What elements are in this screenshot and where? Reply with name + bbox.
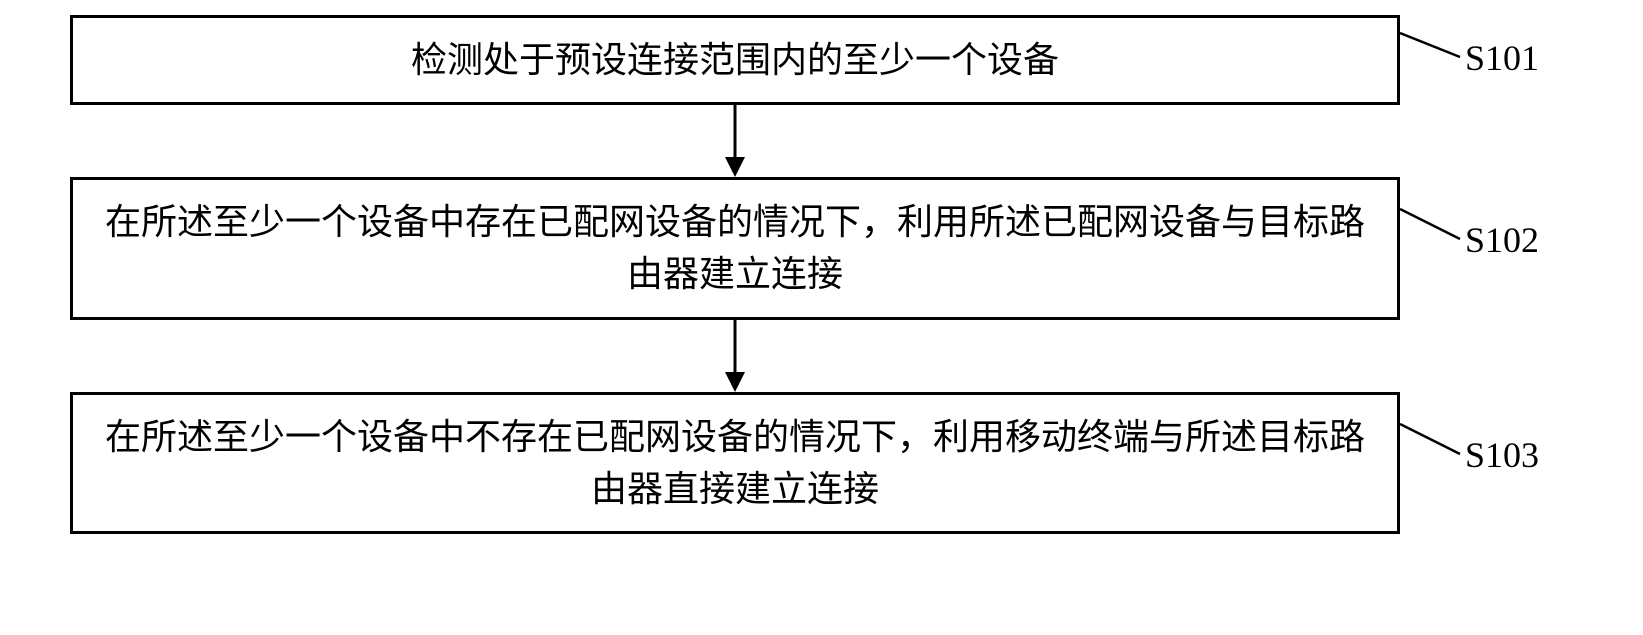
step-text-3: 在所述至少一个设备中不存在已配网设备的情况下，利用移动终端与所述目标路由器直接建… <box>105 417 1365 509</box>
step-text-2: 在所述至少一个设备中存在已配网设备的情况下，利用所述已配网设备与目标路由器建立连… <box>105 202 1365 294</box>
arrow-2 <box>70 320 1400 392</box>
step-wrapper-1: 检测处于预设连接范围内的至少一个设备 S101 <box>70 15 1570 105</box>
flowchart-step-2: 在所述至少一个设备中存在已配网设备的情况下，利用所述已配网设备与目标路由器建立连… <box>70 177 1400 319</box>
step-wrapper-2: 在所述至少一个设备中存在已配网设备的情况下，利用所述已配网设备与目标路由器建立连… <box>70 177 1570 319</box>
step-wrapper-3: 在所述至少一个设备中不存在已配网设备的情况下，利用移动终端与所述目标路由器直接建… <box>70 392 1570 534</box>
step-label-2: S102 <box>1465 219 1539 261</box>
flowchart-step-3: 在所述至少一个设备中不存在已配网设备的情况下，利用移动终端与所述目标路由器直接建… <box>70 392 1400 534</box>
arrow-1 <box>70 105 1400 177</box>
step-label-3: S103 <box>1465 434 1539 476</box>
flowchart-container: 检测处于预设连接范围内的至少一个设备 S101 在所述至少一个设备中存在已配网设… <box>70 15 1570 534</box>
step-label-1: S101 <box>1465 37 1539 79</box>
step-text-1: 检测处于预设连接范围内的至少一个设备 <box>411 40 1059 80</box>
flowchart-step-1: 检测处于预设连接范围内的至少一个设备 <box>70 15 1400 105</box>
